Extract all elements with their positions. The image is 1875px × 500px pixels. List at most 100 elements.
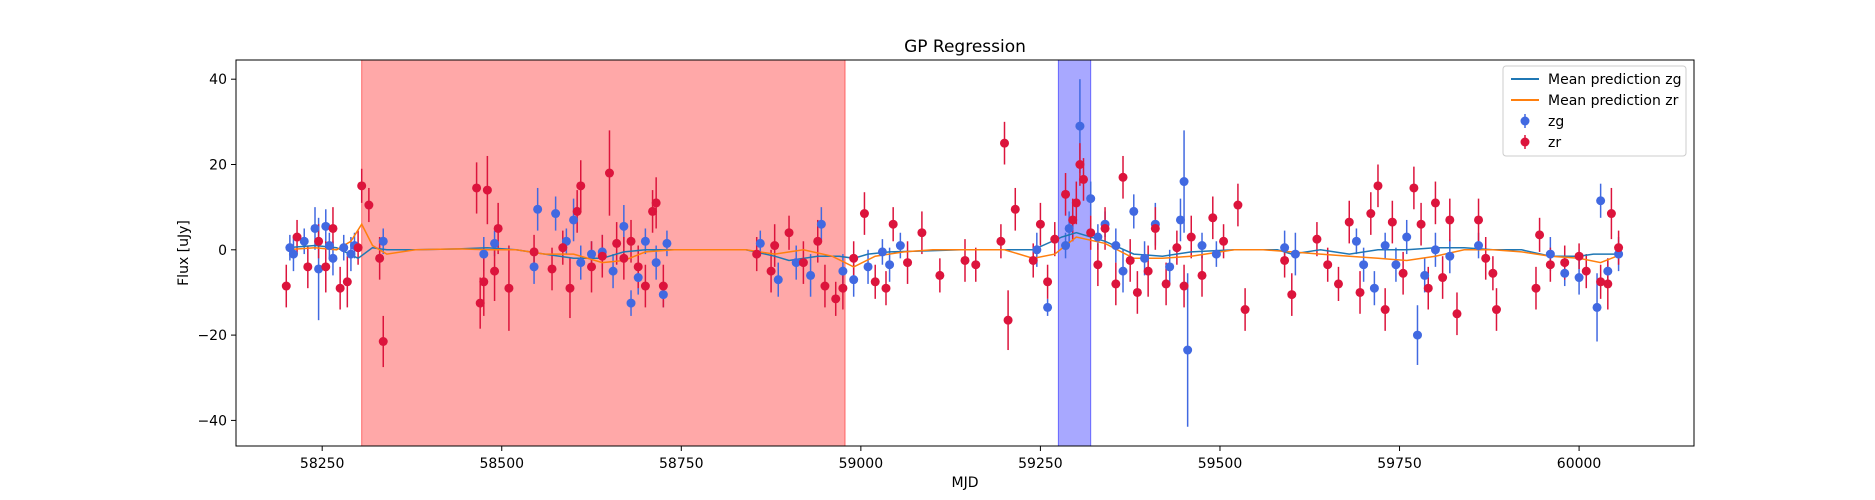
point-zr [1150,223,1160,233]
point-zr [1061,189,1071,199]
point-zr [357,181,367,191]
point-zg [1380,241,1390,251]
point-zg [1165,262,1175,272]
point-zg [1061,241,1071,251]
legend-label: Mean prediction zg [1548,72,1682,88]
point-zg [885,260,895,270]
point-zg [551,209,561,219]
point-zg [490,238,500,248]
legend-label: zr [1548,135,1561,151]
point-zg [608,266,618,276]
point-zr [1233,200,1243,210]
point-zr [1000,138,1010,148]
point-zr [1079,174,1089,184]
point-zr [565,283,575,293]
point-zg [849,275,859,285]
point-zr [626,236,636,246]
point-zg [662,238,672,248]
point-zr [1491,305,1501,315]
point-zg [1603,266,1613,276]
point-zr [1050,234,1060,244]
point-zr [838,283,848,293]
point-zg [1402,232,1412,242]
point-zr [1474,215,1484,225]
point-zg [1175,215,1185,225]
point-zr [1010,204,1020,214]
point-zg [1075,121,1085,131]
point-zg [1118,266,1128,276]
point-zr [888,219,898,229]
point-zr [752,249,762,259]
x-tick-label: 59000 [839,456,884,472]
point-zg [1111,241,1121,251]
point-zr [1606,209,1616,219]
point-zr [1603,279,1613,289]
data-points [281,121,1624,355]
point-zr [1373,181,1383,191]
point-zr [813,236,823,246]
point-zr [597,251,607,261]
point-zr [1560,258,1570,268]
point-zr [328,223,338,233]
y-tick-label: 40 [209,72,227,88]
point-zr [1387,217,1397,227]
point-zr [1531,283,1541,293]
point-zr [1596,277,1606,287]
point-zr [378,337,388,347]
legend-point-swatch [1520,116,1530,126]
point-zg [863,262,873,272]
point-zg [755,238,765,248]
point-zr [1093,260,1103,270]
y-tick-label: −20 [197,328,227,344]
x-tick-label: 59250 [1018,456,1063,472]
legend-label: zg [1548,114,1564,130]
x-axis-label: MJD [952,475,979,491]
point-zg [1280,243,1290,253]
point-zr [996,236,1006,246]
point-zr [784,228,794,238]
point-zg [569,215,579,225]
point-zr [335,283,345,293]
y-ticks: −40 −20 0 20 40 [197,72,236,429]
point-zr [648,206,658,216]
x-tick-label: 60000 [1557,456,1602,472]
point-zr [1219,236,1229,246]
point-zr [935,270,945,280]
point-zr [482,185,492,195]
point-zg [1351,236,1361,246]
point-zg [806,270,816,280]
point-zr [633,262,643,272]
point-zr [1545,260,1555,270]
point-zr [353,243,363,253]
point-zr [658,281,668,291]
point-zr [881,283,891,293]
point-zg [576,258,586,268]
point-zg [1391,260,1401,270]
point-zr [529,247,539,257]
point-zr [1430,198,1440,208]
point-zg [1592,302,1602,312]
point-zr [1366,209,1376,219]
point-zg [310,223,320,233]
point-zg [877,247,887,257]
point-zg [479,249,489,259]
point-zr [831,294,841,304]
point-zr [770,241,780,251]
point-zr [1240,305,1250,315]
point-zg [1412,330,1422,340]
point-zr [1535,230,1545,240]
point-zr [619,253,629,263]
point-zr [1100,223,1110,233]
point-zr [1179,281,1189,291]
point-zr [547,264,557,274]
point-zr [1028,255,1038,265]
point-zr [1075,159,1085,169]
point-zr [1118,172,1128,182]
point-zr [587,262,597,272]
point-zr [1323,260,1333,270]
point-zg [1474,241,1484,251]
point-zr [1409,183,1419,193]
point-zg [1140,253,1150,263]
point-zr [1086,228,1096,238]
point-zg [328,253,338,263]
